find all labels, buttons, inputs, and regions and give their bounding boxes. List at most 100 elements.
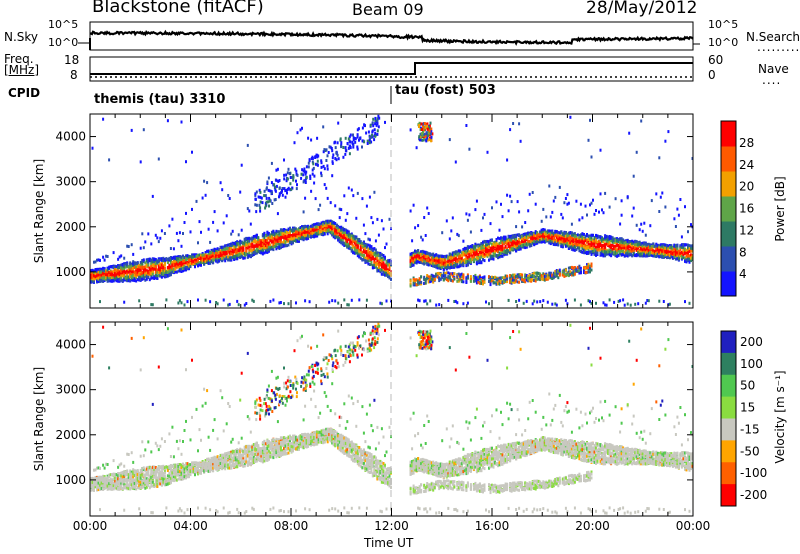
power-cell [515,274,518,278]
power-cell [305,233,308,237]
power-cell [160,275,163,279]
power-cell [228,243,231,246]
power-cell [432,260,435,264]
power-cell [276,235,279,239]
power-cell [367,237,370,241]
power-cell [497,248,499,252]
power-cell [492,252,495,255]
power-cell [150,242,153,246]
power-cell [509,276,512,280]
power-cell [426,251,429,255]
power-cell [231,250,234,253]
power-cell [365,253,368,256]
power-cell [299,128,302,132]
power-cell [374,261,377,265]
power-cell [130,262,133,266]
power-cell [519,139,522,143]
power-cell [340,225,343,229]
power-cell [444,274,447,277]
power-cell [495,242,498,246]
power-cell [388,258,391,262]
power-cell [518,210,521,214]
power-cell [542,228,545,231]
power-cell [178,269,181,273]
power-cell [489,251,492,255]
power-cell [326,219,329,223]
power-cell [521,273,524,277]
power-cell [133,263,136,267]
power-cell [273,240,276,244]
power-cell [283,244,285,248]
power-cell [222,251,225,255]
power-cell [482,240,484,244]
power-cell [370,250,373,254]
power-cell [432,277,435,281]
power-cell [245,243,248,247]
power-cell [507,245,510,249]
power-cell [380,302,383,306]
power-cell [515,247,518,251]
power-cell [486,245,489,249]
power-cell [189,262,192,265]
power-cell [156,236,159,240]
power-cell [243,252,246,255]
power-cell [548,229,551,233]
power-cell [519,244,522,248]
power-cell [334,227,337,231]
power-cell [438,263,441,267]
power-cell [272,248,275,252]
power-cell [163,232,166,235]
power-cell [462,248,465,252]
power-cell [427,263,430,267]
power-cell [323,226,326,230]
power-cell [123,262,126,266]
power-cell [218,254,221,258]
power-cell [123,276,126,280]
power-cell [96,279,98,283]
power-cell [275,247,278,251]
power-cell [94,275,97,279]
power-cell [243,241,246,245]
power-cell [147,263,150,267]
power-cell [465,256,468,260]
power-cell [421,259,424,263]
power-cell [447,266,450,270]
power-cell [308,226,311,230]
power-cell [148,278,151,282]
power-cell [412,278,415,281]
power-cell [380,263,383,267]
power-cell [424,299,427,303]
power-cell [480,242,483,245]
power-cell [216,229,219,233]
power-cell [316,230,319,234]
power-cell [114,271,117,275]
power-cell [138,272,141,276]
power-cell [531,274,534,277]
power-cell [426,259,429,262]
power-cell [362,255,365,259]
power-cell [310,189,313,193]
power-cell [546,233,549,236]
power-cell [301,227,303,231]
power-cell [528,276,531,280]
power-cell [506,280,509,284]
power-cell [237,303,240,307]
power-cell [356,249,359,253]
power-cell [494,243,496,247]
power-cell [451,279,454,283]
power-cell [148,270,151,274]
power-cell [495,244,498,248]
power-cell [337,226,340,230]
power-cell [189,263,192,267]
power-cell [136,270,139,274]
power-cell [472,250,475,254]
power-cell [466,263,469,267]
power-cell [278,245,281,249]
power-cell [483,249,486,253]
power-cell [466,260,469,263]
power-cell [340,230,343,234]
power-cell [558,185,561,189]
power-cell [109,272,112,276]
